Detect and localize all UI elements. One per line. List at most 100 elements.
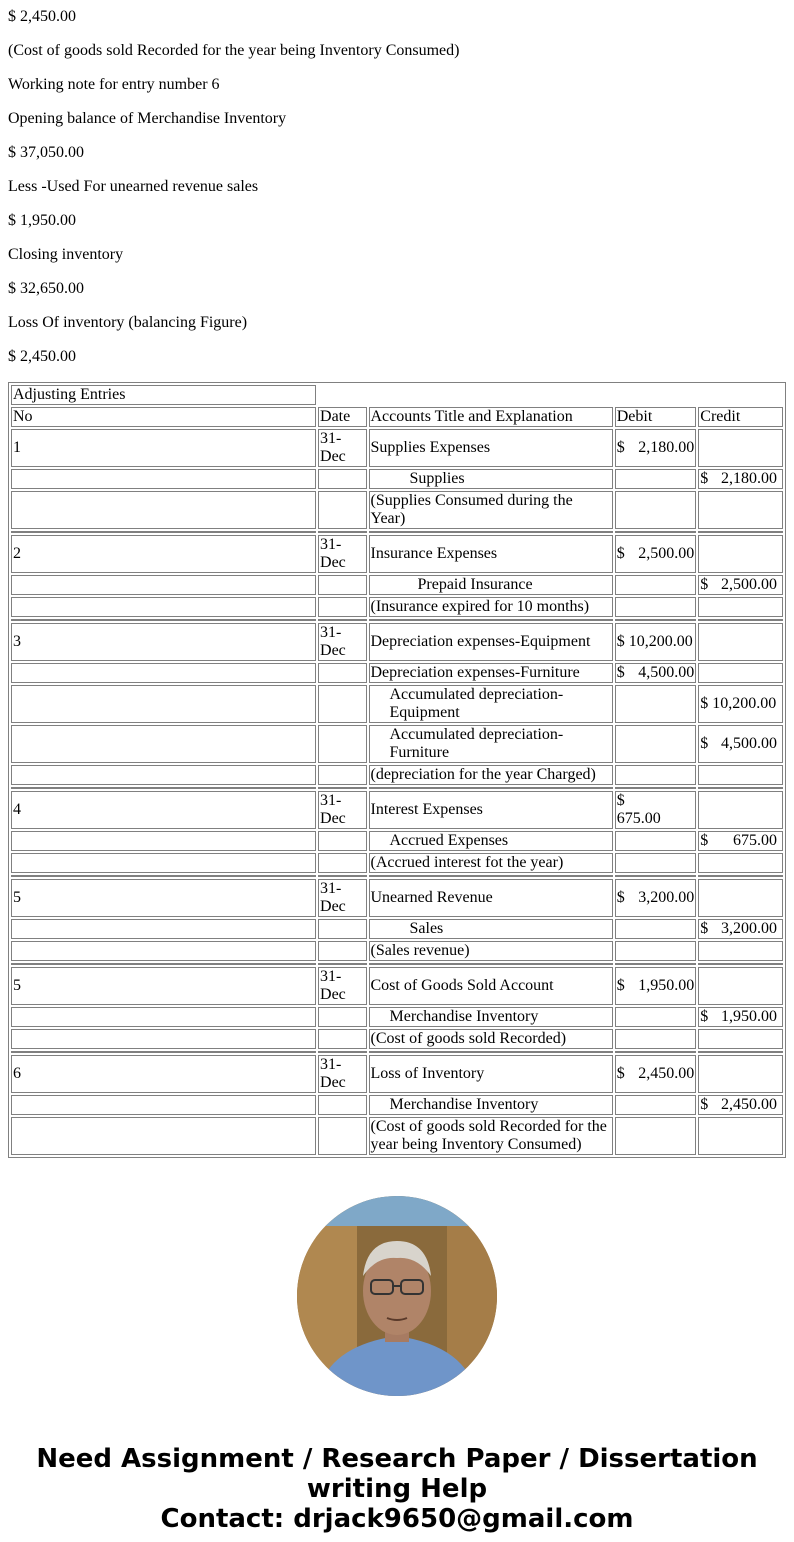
- table-row: (Cost of goods sold Recorded): [11, 1029, 783, 1049]
- cell-account: Merchandise Inventory: [368, 1007, 613, 1027]
- currency-symbol: $: [700, 470, 709, 487]
- separator-cell: [614, 875, 697, 877]
- amount: 2,180.00: [638, 439, 695, 456]
- cell-debit: $2,450.00: [614, 1055, 697, 1093]
- cell-no: [11, 491, 317, 529]
- cell-account: Prepaid Insurance: [368, 575, 613, 595]
- cell-date: 31-Dec: [318, 1055, 367, 1093]
- cell-debit: [614, 685, 697, 723]
- cell-account: Unearned Revenue: [368, 879, 613, 917]
- cell-date: 31-Dec: [318, 429, 367, 467]
- cell-date: [318, 663, 367, 683]
- cell-date: [318, 853, 367, 873]
- table-row: (Accrued interest fot the year): [11, 853, 783, 873]
- separator-cell: [318, 787, 367, 789]
- cell-no: [11, 1095, 317, 1115]
- cell-credit: $ 10,200.00: [698, 685, 783, 723]
- entry-separator: [11, 531, 783, 533]
- table-row: 5 31-Dec Cost of Goods Sold Account $1,950.…: [11, 967, 783, 1005]
- cell-date: [318, 831, 367, 851]
- separator-cell: [318, 531, 367, 533]
- cell-credit: $3,200.00: [698, 919, 783, 939]
- entry-separator: [11, 875, 783, 877]
- cell-account: (Cost of goods sold Recorded for the yea…: [368, 1117, 613, 1155]
- amount: 4,500.00: [721, 735, 777, 752]
- amount: 2,500.00: [721, 576, 777, 593]
- cell-credit: $2,450.00: [698, 1095, 783, 1115]
- cell-debit: $2,500.00: [614, 535, 697, 573]
- cell-credit: [698, 1055, 783, 1093]
- note-line: Less -Used For unearned revenue sales: [8, 178, 259, 195]
- table-row: Supplies $2,180.00: [11, 469, 783, 489]
- cell-account: (Sales revenue): [368, 941, 613, 961]
- separator-cell: [11, 619, 317, 621]
- table-row: 4 31-Dec Interest Expenses $ 675.00: [11, 791, 783, 829]
- header-date: Date: [318, 407, 367, 427]
- table-row: 6 31-Dec Loss of Inventory $2,450.00: [11, 1055, 783, 1093]
- cell-no: [11, 575, 317, 595]
- separator-cell: [698, 875, 783, 877]
- cell-date: [318, 575, 367, 595]
- note-line: Working note for entry number 6: [8, 76, 220, 93]
- cell-debit: [614, 1117, 697, 1155]
- currency-symbol: $: [700, 920, 709, 937]
- cell-credit: $2,180.00: [698, 469, 783, 489]
- cell-debit: [614, 765, 697, 785]
- table-row: Accumulated depreciation-Furniture $4,500…: [11, 725, 783, 763]
- cell-no: [11, 765, 317, 785]
- separator-cell: [698, 787, 783, 789]
- currency-symbol: $: [616, 664, 625, 681]
- cell-date: [318, 941, 367, 961]
- entry-separator: [11, 787, 783, 789]
- separator-cell: [614, 531, 697, 533]
- cell-no: 4: [11, 791, 317, 829]
- cell-debit: [614, 469, 697, 489]
- cell-no: [11, 831, 317, 851]
- table-row: Accrued Expenses $675.00: [11, 831, 783, 851]
- cell-account: Supplies: [368, 469, 613, 489]
- note-line: $ 2,450.00: [8, 8, 76, 25]
- cell-debit: [614, 941, 697, 961]
- cell-no: [11, 725, 317, 763]
- cell-credit: [698, 879, 783, 917]
- cell-date: [318, 1029, 367, 1049]
- cell-debit: $1,950.00: [614, 967, 697, 1005]
- separator-cell: [614, 963, 697, 965]
- cell-no: [11, 663, 317, 683]
- cell-account: Sales: [368, 919, 613, 939]
- table-row: Prepaid Insurance $2,500.00: [11, 575, 783, 595]
- table-row: (Cost of goods sold Recorded for the yea…: [11, 1117, 783, 1155]
- amount: 3,200.00: [721, 920, 777, 937]
- cell-date: [318, 1117, 367, 1155]
- note-line: Closing inventory: [8, 246, 124, 263]
- cell-account: Supplies Expenses: [368, 429, 613, 467]
- separator-cell: [614, 1051, 697, 1053]
- table-row: Accumulated depreciation-Equipment $ 10,2…: [11, 685, 783, 723]
- cell-credit: $1,950.00: [698, 1007, 783, 1027]
- cell-date: [318, 597, 367, 617]
- currency-symbol: $: [700, 832, 709, 849]
- cell-account: (Supplies Consumed during the Year): [368, 491, 613, 529]
- cell-debit: [614, 853, 697, 873]
- separator-cell: [698, 963, 783, 965]
- table-title: Adjusting Entries: [11, 385, 317, 405]
- separator-cell: [11, 963, 317, 965]
- separator-cell: [614, 787, 697, 789]
- currency-symbol: $: [700, 1096, 709, 1113]
- table-row: (Sales revenue): [11, 941, 783, 961]
- amount: 675.00: [733, 832, 777, 849]
- cell-account: Accumulated depreciation-Furniture: [368, 725, 613, 763]
- table-row: 5 31-Dec Unearned Revenue $3,200.00: [11, 879, 783, 917]
- cell-credit: [698, 941, 783, 961]
- cell-no: 3: [11, 623, 317, 661]
- currency-symbol: $: [616, 889, 625, 906]
- cell-debit: [614, 1007, 697, 1027]
- cell-no: [11, 597, 317, 617]
- table-row: 2 31-Dec Insurance Expenses $2,500.00: [11, 535, 783, 573]
- cell-debit: [614, 831, 697, 851]
- amount: 1,950.00: [721, 1008, 777, 1025]
- cell-no: [11, 685, 317, 723]
- cell-no: 5: [11, 967, 317, 1005]
- cell-credit: $2,500.00: [698, 575, 783, 595]
- note-line: Loss Of inventory (balancing Figure): [8, 314, 248, 331]
